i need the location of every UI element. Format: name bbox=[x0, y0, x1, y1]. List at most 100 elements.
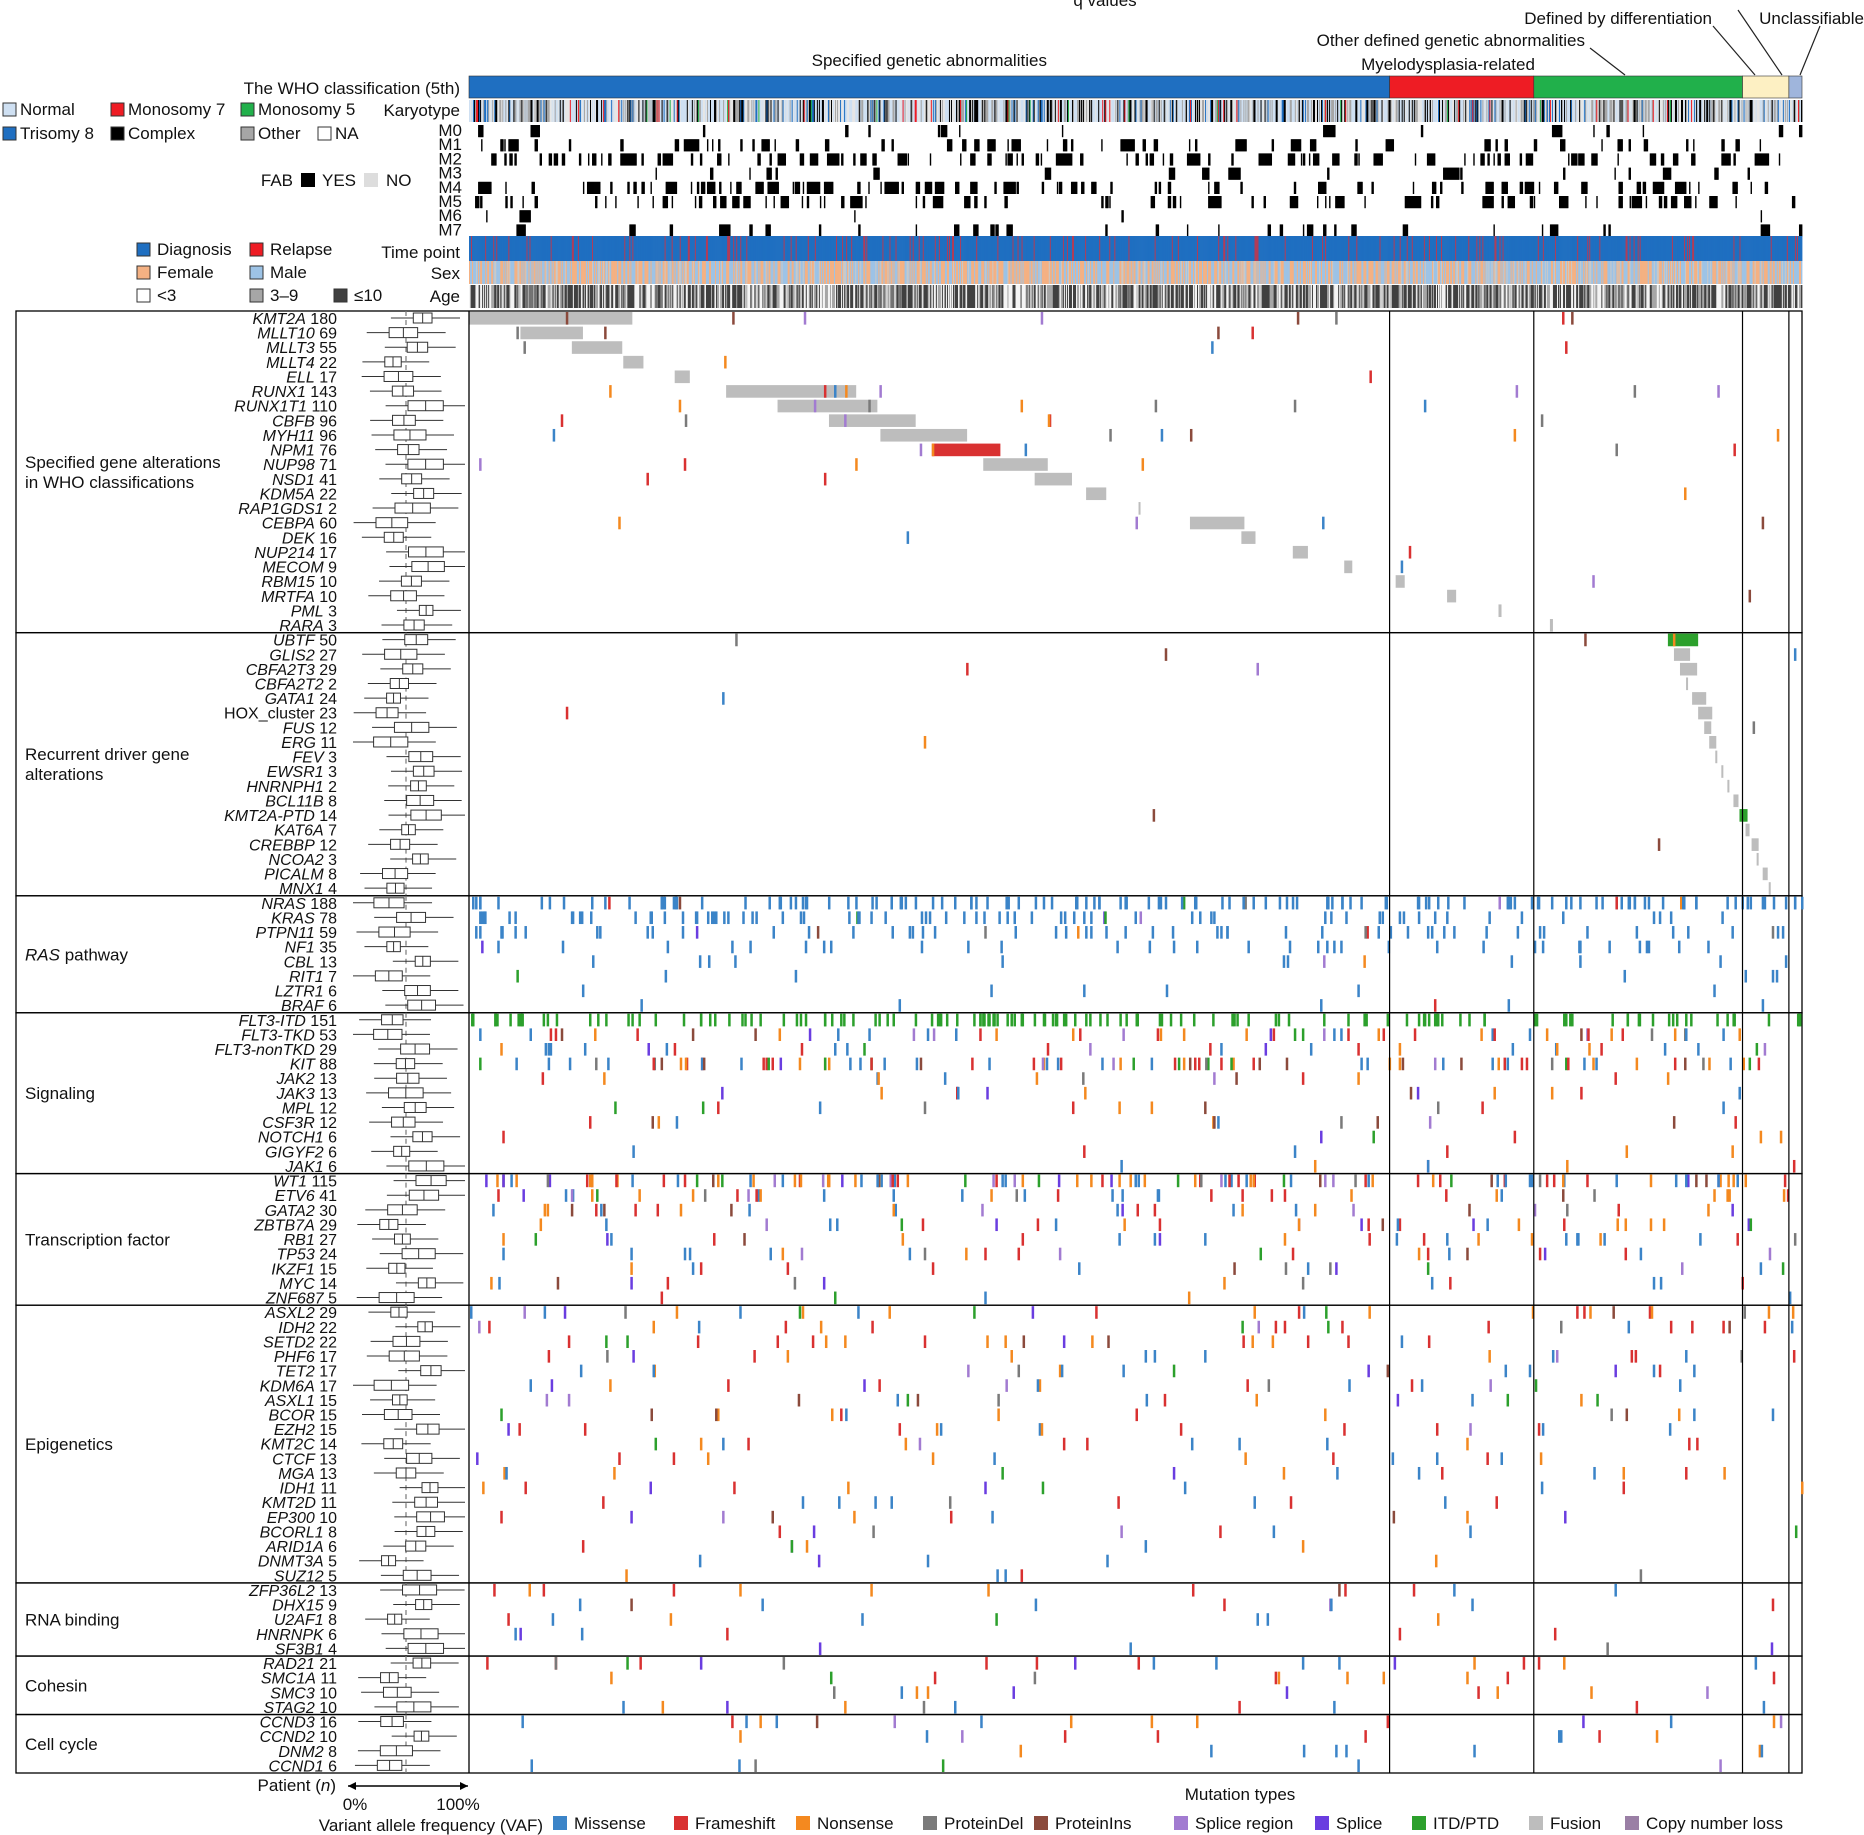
karyotype-cell bbox=[1615, 100, 1617, 122]
fab-cell bbox=[888, 181, 890, 194]
fab-cell bbox=[685, 139, 688, 152]
fab-cell bbox=[1063, 153, 1066, 166]
time_point-cell bbox=[593, 236, 595, 261]
sex-cell bbox=[1255, 261, 1257, 284]
time_point-cell bbox=[841, 236, 843, 261]
time_point-cell bbox=[1350, 236, 1352, 261]
fab-cell bbox=[1503, 181, 1505, 194]
time_point-cell bbox=[1121, 236, 1123, 261]
fab-cell bbox=[783, 153, 786, 166]
fab-cell bbox=[492, 153, 494, 166]
time_point-cell bbox=[1166, 236, 1169, 261]
karyotype-cell bbox=[470, 100, 472, 122]
fab-cell bbox=[1488, 196, 1490, 209]
sex-cell bbox=[681, 261, 684, 284]
sex-cell bbox=[918, 261, 921, 284]
time_point-cell bbox=[1199, 236, 1201, 261]
time_point-cell bbox=[998, 236, 1000, 261]
karyotype-cell bbox=[1548, 100, 1551, 122]
sex-cell bbox=[620, 261, 622, 284]
sex-cell bbox=[1147, 261, 1150, 284]
fab-cell bbox=[633, 224, 635, 237]
karyotype-cell bbox=[1327, 100, 1329, 122]
time_point-cell bbox=[848, 236, 850, 261]
time_point-cell bbox=[1060, 236, 1063, 261]
fab-cell bbox=[1736, 139, 1738, 152]
time_point-cell bbox=[706, 236, 709, 261]
time_point-cell bbox=[1712, 236, 1714, 261]
fab-cell bbox=[854, 153, 856, 166]
fab-cell bbox=[1376, 153, 1378, 166]
karyotype-cell bbox=[570, 100, 573, 122]
time_point-cell bbox=[1042, 236, 1045, 261]
time_point-cell bbox=[821, 236, 824, 261]
time_point-cell bbox=[1157, 236, 1160, 261]
karyotype-cell bbox=[1633, 100, 1636, 122]
karyotype-cell bbox=[1478, 100, 1480, 122]
karyotype-cell bbox=[556, 100, 559, 122]
karyotype-cell bbox=[1668, 100, 1671, 122]
time_point-cell bbox=[1554, 236, 1557, 261]
fab-cell bbox=[1218, 181, 1220, 194]
fab-cell bbox=[891, 181, 893, 194]
fab-cell bbox=[516, 139, 518, 152]
fab-cell bbox=[1014, 181, 1016, 194]
karyotype-cell bbox=[1541, 100, 1544, 122]
fab-cell bbox=[974, 196, 976, 209]
karyotype-cell bbox=[1562, 100, 1564, 122]
fab-cell bbox=[958, 224, 960, 237]
sex-cell bbox=[725, 261, 727, 284]
karyotype-cell bbox=[1792, 100, 1795, 122]
fab-cell bbox=[1269, 224, 1272, 237]
sex-cell bbox=[773, 261, 775, 284]
fab-cell bbox=[1560, 125, 1562, 138]
karyotype-cell bbox=[1666, 100, 1669, 122]
karyotype-cell bbox=[1723, 100, 1725, 122]
karyotype-cell bbox=[546, 100, 549, 122]
karyotype-cell bbox=[1029, 100, 1032, 122]
fab-cell bbox=[1016, 181, 1018, 194]
sex-cell bbox=[713, 261, 715, 284]
karyotype-cell bbox=[803, 100, 806, 122]
time_point-cell bbox=[897, 236, 899, 261]
time_point-cell bbox=[1431, 236, 1434, 261]
fab-cell bbox=[1531, 196, 1534, 209]
sex-cell bbox=[474, 261, 476, 284]
sex-cell bbox=[894, 261, 896, 284]
karyotype-cell bbox=[1532, 100, 1535, 122]
time_point-cell bbox=[614, 236, 616, 261]
karyotype-cell bbox=[835, 100, 837, 122]
sex-cell bbox=[1208, 261, 1210, 284]
fab-cell bbox=[987, 153, 989, 166]
fab-cell bbox=[1506, 181, 1508, 194]
sex-cell bbox=[1254, 261, 1256, 284]
time_point-cell bbox=[600, 236, 602, 261]
fab-cell bbox=[825, 181, 828, 194]
time_point-cell bbox=[1158, 236, 1161, 261]
sex-cell bbox=[1070, 261, 1073, 284]
karyotype-cell bbox=[977, 100, 979, 122]
fab-cell bbox=[1694, 153, 1696, 166]
karyotype-cell bbox=[1664, 100, 1667, 122]
time_point-cell bbox=[825, 236, 828, 261]
fab-cell bbox=[1432, 181, 1435, 194]
karyotype-cell bbox=[1133, 100, 1135, 122]
karyotype-cell bbox=[1207, 100, 1209, 122]
fab-cell bbox=[1122, 139, 1124, 152]
fab-cell bbox=[1195, 153, 1198, 166]
karyotype-cell bbox=[1700, 100, 1702, 122]
fab-cell bbox=[525, 210, 527, 223]
time_point-cell bbox=[1462, 236, 1464, 261]
karyotype-cell bbox=[1180, 100, 1183, 122]
karyotype-cell bbox=[1321, 100, 1323, 122]
fab-cell bbox=[1406, 196, 1409, 209]
time_point-cell bbox=[1183, 236, 1186, 261]
karyotype-cell bbox=[1451, 100, 1453, 122]
time_point-cell bbox=[1265, 236, 1267, 261]
fab-cell bbox=[1337, 196, 1339, 209]
sex-cell bbox=[593, 261, 595, 284]
sex-cell bbox=[600, 261, 602, 284]
fab-cell bbox=[1657, 181, 1660, 194]
karyotype-cell bbox=[1345, 100, 1347, 122]
karyotype-cell bbox=[935, 100, 938, 122]
